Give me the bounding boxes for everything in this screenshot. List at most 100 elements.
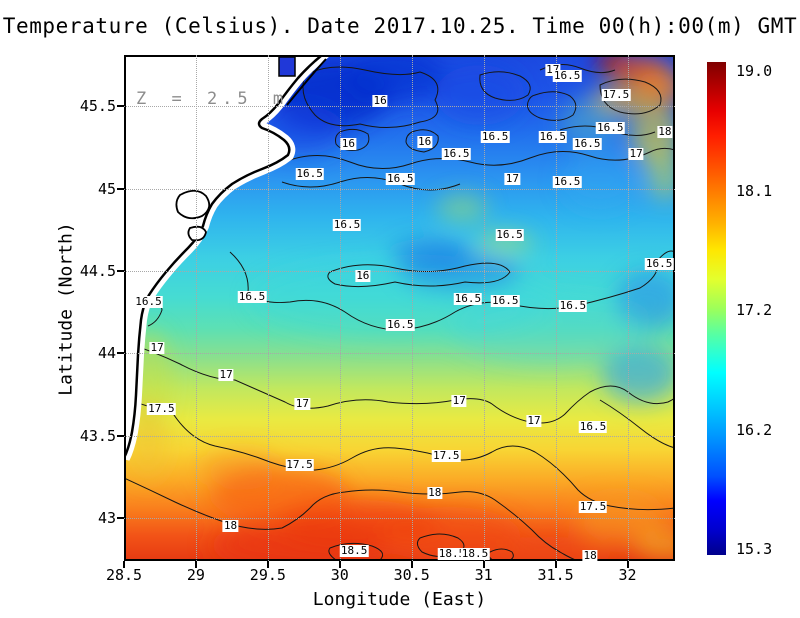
x-tick-mark (338, 561, 341, 568)
contour-label: 17.5 (601, 87, 631, 101)
contour-label: 16.5 (490, 293, 520, 307)
x-tick-mark (482, 561, 485, 568)
gridline-vertical (339, 55, 341, 561)
contour-label: 16.5 (552, 69, 582, 83)
contour-label: 16.5 (552, 174, 582, 188)
y-tick-mark (117, 105, 124, 108)
contour-label: 17.5 (285, 458, 314, 472)
contour-label: 18.5 (460, 547, 490, 561)
lagoon-lakes (175, 189, 211, 242)
contour-label: 16 (417, 135, 433, 149)
contour-label: 18 (657, 125, 673, 139)
contour-label: 17 (504, 171, 521, 185)
x-tick-mark (410, 561, 413, 568)
colorbar-tick-label: 18.1 (736, 181, 773, 200)
y-tick-mark (117, 517, 124, 520)
contour-label: 16.5 (495, 227, 524, 241)
x-tick-label: 29 (186, 566, 205, 584)
gridline-horizontal (124, 435, 675, 437)
y-tick-mark (117, 269, 124, 272)
colorbar-tick-label: 16.2 (736, 420, 773, 439)
contour-label: 17 (218, 367, 234, 381)
contour-label: 16.5 (644, 257, 674, 271)
x-tick-mark (123, 561, 125, 568)
gridline-vertical (195, 55, 197, 561)
gridline-vertical (627, 55, 629, 561)
contour-label: 16.5 (596, 120, 625, 134)
gridline-vertical (411, 55, 413, 561)
x-tick-label: 30.5 (393, 566, 430, 584)
gridline-horizontal (124, 270, 675, 272)
contour-label: 17 (294, 397, 311, 411)
contour-label: 16.5 (572, 137, 602, 150)
plot-frame (124, 55, 675, 561)
colorbar-tick-label: 15.3 (736, 540, 773, 558)
contour-label: 16.5 (385, 171, 415, 185)
contour-label: 17 (526, 413, 542, 427)
gridline-horizontal (124, 106, 675, 108)
contour-label: 16.5 (558, 298, 588, 312)
y-tick-mark (117, 352, 124, 355)
y-tick-label: 44 (97, 344, 116, 363)
contour-label: 18 (427, 486, 443, 500)
y-tick-label: 43 (97, 509, 116, 528)
x-tick-label: 32 (618, 566, 637, 584)
gridline-horizontal (124, 353, 675, 355)
y-tick-mark (117, 434, 124, 437)
gridline-vertical (267, 55, 269, 561)
x-tick-mark (266, 561, 269, 568)
x-tick-mark (626, 561, 629, 568)
gridline-vertical (483, 55, 485, 561)
coastal-spit (286, 58, 327, 106)
colorbar-tick-label: 17.2 (736, 301, 773, 319)
y-tick-mark (117, 187, 124, 190)
contour-label: 16.5 (538, 130, 567, 144)
contour-label: 16 (340, 137, 357, 150)
contour-label: 17.5 (147, 402, 176, 416)
colorbar-gradient (707, 62, 726, 555)
contour-label: 17 (451, 394, 467, 408)
contour-label: 17.5 (578, 499, 608, 513)
contour-label: 16.5 (480, 130, 510, 144)
x-axis-label: Longitude (East) (312, 589, 487, 610)
z-depth-annotation: Z = 2.5 m (136, 89, 289, 109)
map-plot-area: Z = 2.5 m 17 16.5 17.5 16 16.5 18 16.5 16.5 17 16… (124, 55, 675, 561)
gridline-horizontal (124, 518, 675, 520)
x-tick-label: 29.5 (249, 566, 286, 584)
contour-label: 16.5 (578, 420, 608, 434)
contour-label: 18 (582, 549, 598, 561)
contour-label: 16.5 (385, 318, 415, 332)
contour-label: 17 (149, 341, 165, 355)
x-tick-label: 31.5 (537, 566, 574, 584)
y-tick-label: 43.5 (79, 426, 116, 445)
contour-label: 16.5 (453, 291, 483, 305)
x-tick-mark (554, 561, 557, 568)
contour-label: 18.5 (437, 547, 467, 561)
contour-label: 16.5 (442, 146, 471, 160)
contour-label: 16.5 (295, 166, 324, 180)
contour-label: 17 (628, 146, 644, 160)
y-tick-label: 45.5 (79, 97, 116, 116)
contour-label: 16 (372, 94, 388, 108)
y-tick-label: 44.5 (79, 261, 116, 280)
delta-lake (278, 56, 296, 77)
x-tick-label: 31 (474, 566, 493, 584)
contour-label: 16 (355, 268, 371, 282)
contour-label: 17.5 (432, 448, 461, 462)
plot-title: Temperature (Celsius). Date 2017.10.25. … (2, 14, 798, 38)
colorbar-tick-label: 19.0 (736, 62, 773, 80)
x-tick-label: 28.5 (105, 566, 143, 584)
contour-lines (124, 64, 675, 561)
contour-label: 18.5 (339, 544, 369, 558)
contour-label: 16.5 (332, 217, 362, 231)
temperature-map-svg (124, 55, 675, 561)
x-tick-mark (194, 561, 197, 568)
x-tick-label: 30 (330, 566, 349, 584)
y-axis-label: Latitude (North) (55, 222, 77, 396)
land-mass (124, 55, 324, 460)
contour-label: 18 (222, 519, 239, 533)
contour-label: 16.5 (134, 295, 163, 309)
contour-label: 16.5 (237, 290, 267, 304)
gridline-vertical (555, 55, 557, 561)
